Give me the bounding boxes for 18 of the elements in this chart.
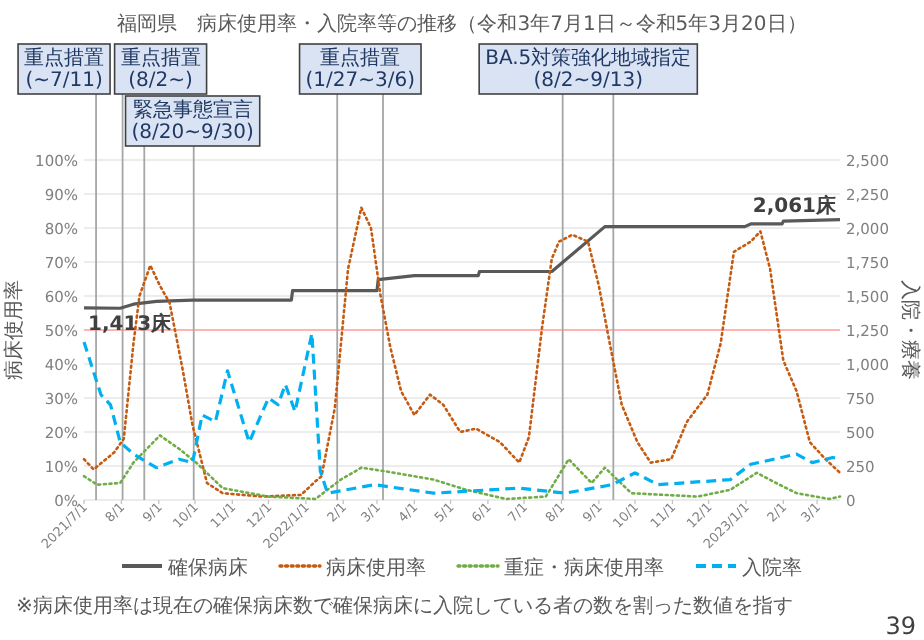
legend-label: 病床使用率	[326, 556, 426, 580]
y-axis-title: 病床使用率	[2, 280, 26, 380]
text: 39	[885, 612, 916, 640]
y2-axis-title: 入院・療養	[898, 280, 922, 380]
ref-line-label: BA.5対策強化地域指定 (8/2~9/13)	[485, 46, 692, 92]
text: ※病床使用率は現在の確保病床数で確保病床に入院している者の数を割った数値を指す	[16, 594, 793, 618]
data-label: 2,061床	[752, 193, 838, 218]
legend-label: 確保病床	[166, 556, 248, 580]
chart-title: 福岡県 病床使用率・入院率等の推移（令和3年7月1日～令和5年3月20日）	[117, 12, 807, 36]
legend-label: 重症・病床使用率	[504, 556, 664, 580]
ref-line-label: 重点措置 (8/2~)	[120, 46, 201, 92]
data-label: 1,413床	[88, 311, 174, 336]
line-series	[82, 218, 842, 310]
line-series	[82, 434, 842, 501]
ref-line-label: 重点措置 (~7/11)	[24, 46, 105, 92]
legend-label: 入院率	[742, 556, 802, 580]
ref-line-label: 緊急事態宣言 (8/20~9/30)	[131, 98, 254, 144]
ref-line-label: 重点措置 (1/27~3/6)	[305, 46, 416, 92]
